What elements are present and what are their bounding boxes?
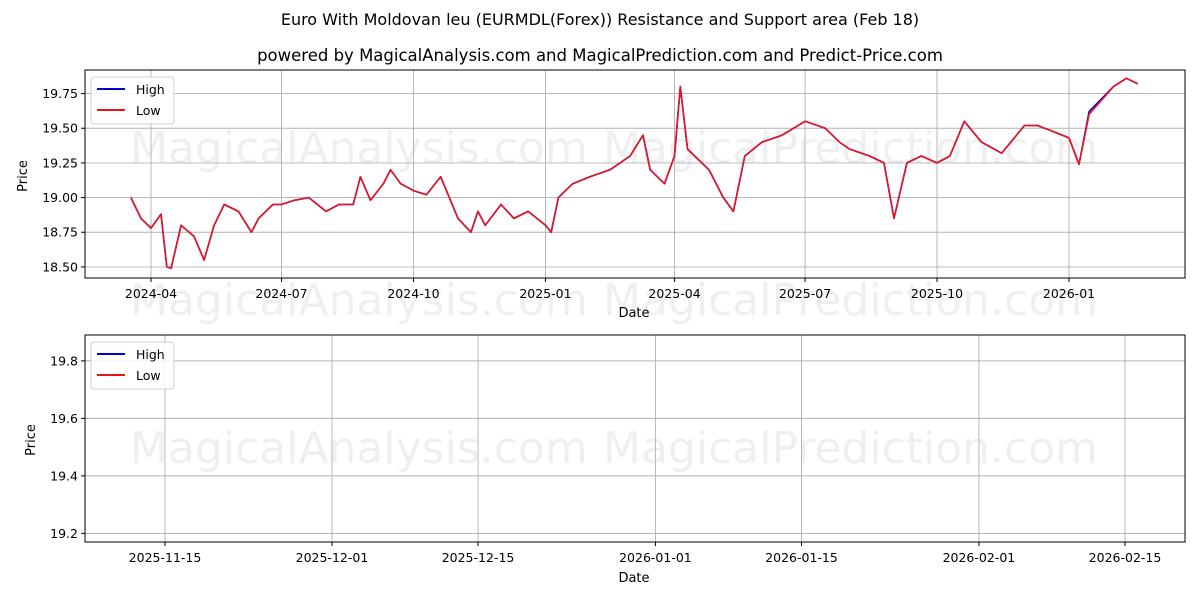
watermark-analysis-top: MagicalAnalysis.com [130, 123, 588, 174]
y-tick-label: 19.8 [50, 353, 78, 368]
y-tick-label: 19.6 [50, 411, 78, 426]
legend-top: High Low [90, 76, 175, 125]
axes-frame-top [84, 69, 1186, 279]
x-axis-label-top: Date [618, 306, 649, 321]
x-tick-label: 2025-12-01 [296, 550, 369, 565]
y-tick-label: 19.2 [50, 526, 78, 541]
y-tick-label: 18.75 [42, 225, 78, 240]
legend-bottom: High Low [90, 341, 175, 390]
x-tick-label: 2025-11-15 [129, 550, 202, 565]
chart-subtitle: powered by MagicalAnalysis.com and Magic… [257, 46, 943, 65]
x-tick-label: 2026-02-01 [943, 550, 1016, 565]
x-tick-label: 2026-01 [1043, 286, 1095, 301]
x-ticks-bottom: 2025-11-15 2025-12-01 2025-12-15 2026-01-01… [129, 542, 1162, 565]
y-tick-label: 19.75 [42, 86, 78, 101]
watermark-prediction-mid: MagicalPrediction.com [603, 275, 1098, 326]
y-tick-label: 19.00 [42, 190, 78, 205]
series-top [130, 77, 1139, 270]
watermark-prediction-bottom: MagicalPrediction.com [603, 423, 1098, 474]
y-tick-label: 19.25 [42, 155, 78, 170]
x-tick-label: 2025-12-15 [442, 550, 515, 565]
x-tick-label: 2026-01-01 [619, 550, 692, 565]
chart-title: Euro With Moldovan leu (EURMDL(Forex)) R… [280, 10, 920, 29]
x-tick-label: 2026-01-15 [765, 550, 838, 565]
y-axis-label-top: Price [16, 160, 31, 192]
x-tick-label: 2025-04 [648, 286, 700, 301]
series-low-line [130, 77, 1139, 270]
legend-low-label: Low [136, 103, 161, 118]
y-ticks-top: 18.50 18.75 19.00 19.25 19.50 19.75 [42, 86, 85, 274]
top-chart: MagicalAnalysis.com MagicalPrediction.co… [16, 69, 1186, 326]
x-tick-label: 2025-10 [911, 286, 963, 301]
y-tick-label: 19.50 [42, 121, 78, 136]
y-axis-label-bottom: Price [24, 424, 39, 456]
grid-top [85, 70, 1185, 278]
bottom-chart: MagicalAnalysis.com MagicalPrediction.co… [24, 334, 1186, 586]
y-tick-label: 18.50 [42, 259, 78, 274]
x-tick-label: 2024-10 [387, 286, 439, 301]
y-tick-label: 19.4 [50, 468, 78, 483]
watermark-analysis-bottom: MagicalAnalysis.com [130, 423, 588, 474]
x-tick-label: 2024-04 [125, 286, 177, 301]
x-tick-label: 2024-07 [255, 286, 307, 301]
legend-high-label: High [136, 82, 165, 97]
watermark-analysis-mid: MagicalAnalysis.com [130, 275, 588, 326]
x-ticks-top: 2024-04 2024-07 2024-10 2025-01 2025-04 2025-… [125, 278, 1095, 301]
legend-high-label: High [136, 347, 165, 362]
y-ticks-bottom: 19.2 19.4 19.6 19.8 [50, 353, 85, 541]
legend-low-label: Low [136, 368, 161, 383]
x-tick-label: 2026-02-15 [1089, 550, 1162, 565]
axes-frame-bottom [84, 334, 1186, 543]
x-axis-label-bottom: Date [618, 571, 649, 586]
x-tick-label: 2025-01 [519, 286, 571, 301]
x-tick-label: 2025-07 [779, 286, 831, 301]
